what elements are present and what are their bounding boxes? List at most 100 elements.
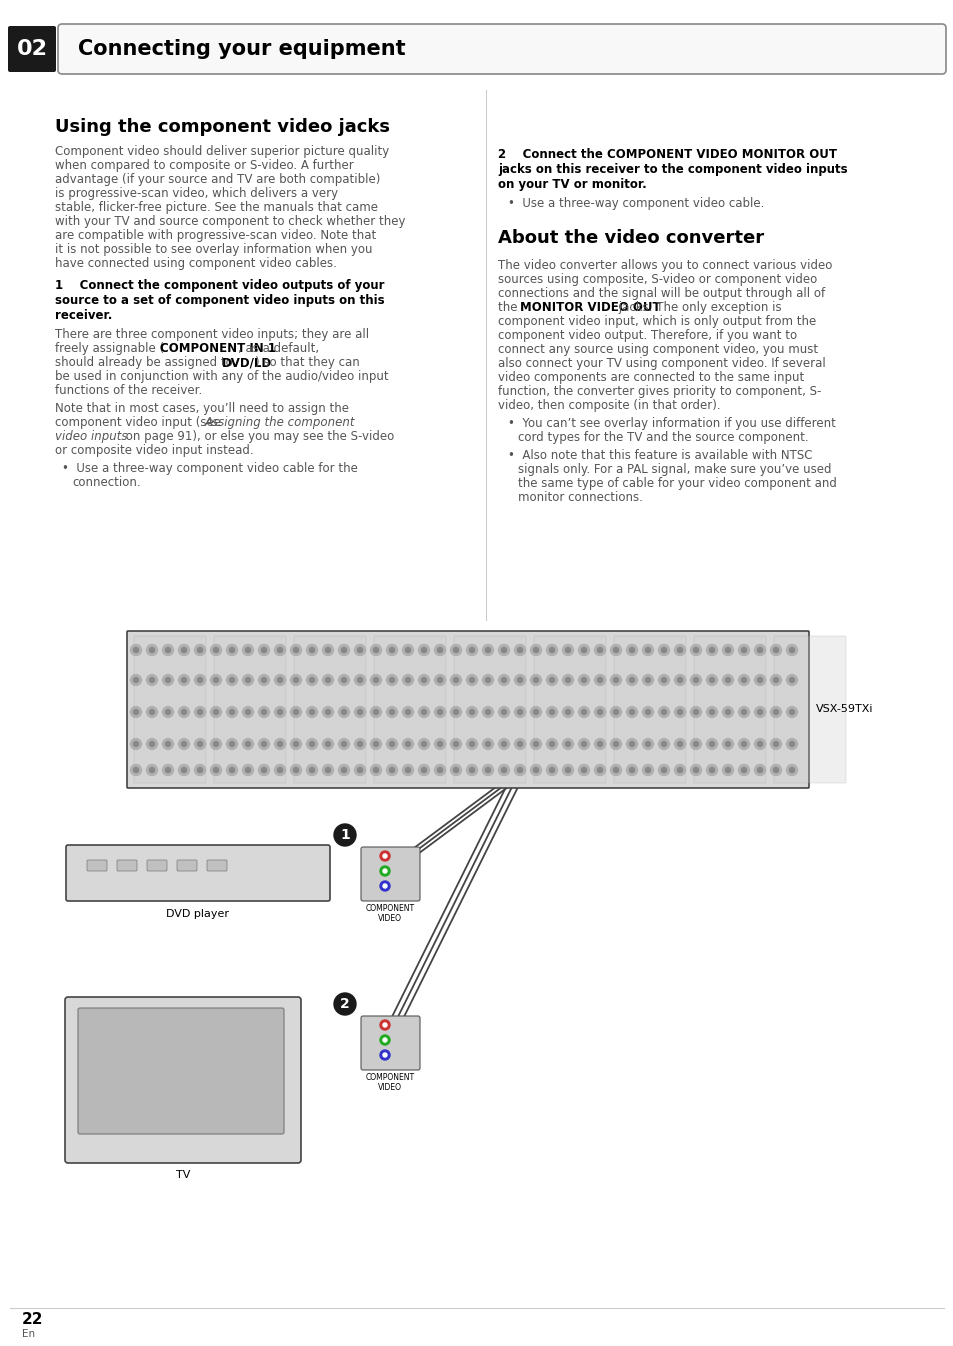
- Circle shape: [291, 645, 301, 656]
- Circle shape: [133, 677, 138, 682]
- Circle shape: [757, 709, 761, 715]
- Circle shape: [565, 742, 570, 747]
- Circle shape: [674, 645, 685, 656]
- Circle shape: [405, 647, 410, 653]
- Circle shape: [546, 674, 557, 685]
- Circle shape: [197, 709, 202, 715]
- Circle shape: [594, 674, 605, 685]
- Circle shape: [594, 765, 605, 775]
- Circle shape: [754, 765, 764, 775]
- Circle shape: [466, 707, 477, 717]
- Circle shape: [466, 739, 477, 750]
- Circle shape: [613, 709, 618, 715]
- Circle shape: [147, 707, 157, 717]
- Circle shape: [530, 765, 541, 775]
- Text: are compatible with progressive-scan video. Note that: are compatible with progressive-scan vid…: [55, 229, 375, 242]
- Circle shape: [245, 647, 251, 653]
- Circle shape: [382, 884, 387, 888]
- Text: TV: TV: [175, 1170, 190, 1180]
- Circle shape: [181, 742, 186, 747]
- FancyBboxPatch shape: [117, 860, 137, 871]
- Circle shape: [740, 767, 745, 773]
- Circle shape: [658, 739, 669, 750]
- Circle shape: [226, 765, 237, 775]
- FancyBboxPatch shape: [66, 845, 330, 900]
- Circle shape: [230, 647, 234, 653]
- Circle shape: [405, 742, 410, 747]
- Text: COMPONENT
VIDEO: COMPONENT VIDEO: [365, 1073, 415, 1093]
- Circle shape: [213, 709, 218, 715]
- Circle shape: [789, 709, 794, 715]
- Circle shape: [530, 645, 541, 656]
- Text: •  Use a three-way component video cable for the: • Use a three-way component video cable …: [62, 462, 357, 475]
- FancyBboxPatch shape: [127, 631, 808, 787]
- Circle shape: [325, 767, 330, 773]
- Text: source to a set of component video inputs on this: source to a set of component video input…: [55, 293, 384, 307]
- Circle shape: [677, 647, 681, 653]
- Text: signals only. For a PAL signal, make sure you’ve used: signals only. For a PAL signal, make sur…: [517, 463, 831, 476]
- Circle shape: [309, 742, 314, 747]
- Circle shape: [258, 645, 269, 656]
- Circle shape: [258, 739, 269, 750]
- FancyBboxPatch shape: [374, 637, 446, 783]
- Circle shape: [405, 767, 410, 773]
- Circle shape: [517, 742, 522, 747]
- Circle shape: [274, 674, 285, 685]
- Circle shape: [258, 707, 269, 717]
- Circle shape: [306, 645, 317, 656]
- Circle shape: [405, 677, 410, 682]
- Circle shape: [660, 709, 666, 715]
- Circle shape: [721, 645, 733, 656]
- Circle shape: [690, 707, 700, 717]
- Text: Connecting your equipment: Connecting your equipment: [78, 39, 405, 59]
- Circle shape: [421, 742, 426, 747]
- Circle shape: [194, 707, 205, 717]
- Circle shape: [165, 709, 171, 715]
- Circle shape: [181, 709, 186, 715]
- Circle shape: [754, 645, 764, 656]
- Circle shape: [147, 765, 157, 775]
- Circle shape: [738, 739, 749, 750]
- FancyBboxPatch shape: [294, 637, 366, 783]
- Circle shape: [322, 674, 334, 685]
- Circle shape: [197, 647, 202, 653]
- Text: functions of the receiver.: functions of the receiver.: [55, 384, 202, 397]
- Circle shape: [386, 674, 397, 685]
- Circle shape: [338, 645, 349, 656]
- Circle shape: [197, 767, 202, 773]
- Circle shape: [357, 709, 362, 715]
- Circle shape: [382, 1053, 387, 1057]
- Circle shape: [658, 674, 669, 685]
- Circle shape: [549, 647, 554, 653]
- Circle shape: [581, 677, 586, 682]
- Circle shape: [294, 742, 298, 747]
- Circle shape: [242, 739, 253, 750]
- Circle shape: [789, 742, 794, 747]
- Circle shape: [629, 742, 634, 747]
- Circle shape: [565, 709, 570, 715]
- Circle shape: [325, 742, 330, 747]
- Text: Using the component video jacks: Using the component video jacks: [55, 118, 390, 136]
- Circle shape: [773, 677, 778, 682]
- Circle shape: [165, 647, 171, 653]
- Circle shape: [660, 647, 666, 653]
- Text: also connect your TV using component video. If several: also connect your TV using component vid…: [497, 357, 825, 370]
- Circle shape: [226, 739, 237, 750]
- Text: 02: 02: [16, 39, 48, 59]
- Circle shape: [230, 677, 234, 682]
- FancyBboxPatch shape: [693, 637, 765, 783]
- Circle shape: [194, 674, 205, 685]
- Circle shape: [690, 739, 700, 750]
- Circle shape: [245, 677, 251, 682]
- Circle shape: [162, 674, 173, 685]
- Text: About the video converter: About the video converter: [497, 229, 763, 248]
- Circle shape: [131, 765, 141, 775]
- Text: is progressive-scan video, which delivers a very: is progressive-scan video, which deliver…: [55, 187, 337, 201]
- Circle shape: [211, 707, 221, 717]
- Circle shape: [690, 645, 700, 656]
- Circle shape: [469, 647, 474, 653]
- Circle shape: [610, 674, 620, 685]
- Circle shape: [178, 645, 190, 656]
- FancyBboxPatch shape: [534, 637, 605, 783]
- Circle shape: [594, 645, 605, 656]
